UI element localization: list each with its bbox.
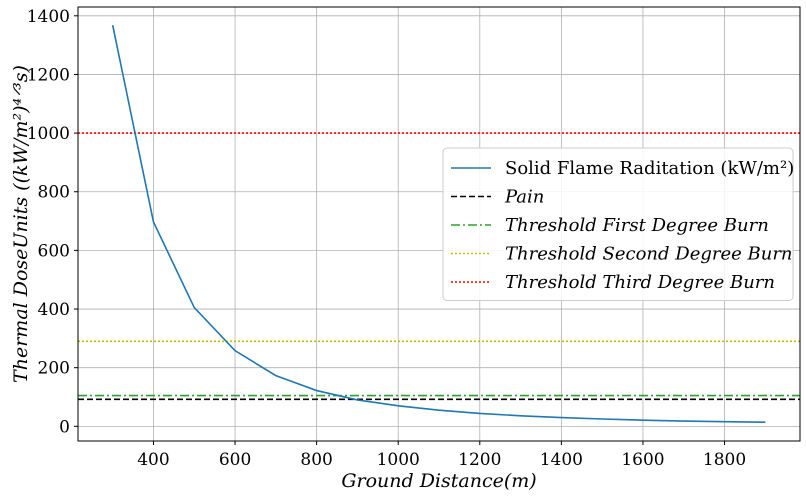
legend-box bbox=[442, 147, 794, 301]
x-axis-label: Ground Distance(m) bbox=[341, 470, 536, 492]
legend-label: Solid Flame Raditation (kW/m²) bbox=[505, 158, 794, 179]
y-tick-label: 400 bbox=[38, 300, 70, 320]
y-axis-label: Thermal DoseUnits ((kW/m²)⁴ᐟ³s) bbox=[10, 65, 32, 383]
y-tick-label: 1000 bbox=[27, 124, 70, 144]
series-line bbox=[111, 25, 766, 424]
y-tick-label: 0 bbox=[59, 417, 70, 437]
y-tick-label: 800 bbox=[38, 183, 70, 203]
y-tick-label: 600 bbox=[38, 241, 70, 261]
y-tick-label: 1200 bbox=[27, 65, 70, 85]
y-tick-label: 200 bbox=[38, 359, 70, 379]
x-tick-label: 1800 bbox=[703, 450, 746, 470]
x-tick-label: 1000 bbox=[377, 450, 420, 470]
legend-label: Threshold Third Degree Burn bbox=[505, 272, 775, 293]
threshold-lines bbox=[78, 132, 800, 401]
plot-area-frame bbox=[77, 6, 801, 442]
y-tick-label: 1400 bbox=[27, 7, 70, 27]
y-axis-ticks: 0 200 400 600 800 1000 1200 1400 bbox=[27, 7, 78, 437]
legend-label: Pain bbox=[504, 187, 544, 208]
x-tick-label: 600 bbox=[219, 450, 251, 470]
x-tick-label: 1600 bbox=[621, 450, 664, 470]
legend-label: Threshold First Degree Burn bbox=[505, 215, 769, 236]
x-axis-ticks: 400 600 800 1000 1200 1400 1600 1800 bbox=[137, 441, 746, 470]
legend-label: Threshold Second Degree Burn bbox=[505, 244, 793, 265]
series-lines bbox=[111, 25, 766, 424]
legend: Solid Flame Raditation (kW/m²) Pain Thresh… bbox=[442, 147, 794, 301]
x-tick-label: 400 bbox=[137, 450, 169, 470]
x-tick-label: 800 bbox=[300, 450, 332, 470]
x-tick-label: 1200 bbox=[458, 450, 501, 470]
x-tick-label: 1400 bbox=[540, 450, 583, 470]
